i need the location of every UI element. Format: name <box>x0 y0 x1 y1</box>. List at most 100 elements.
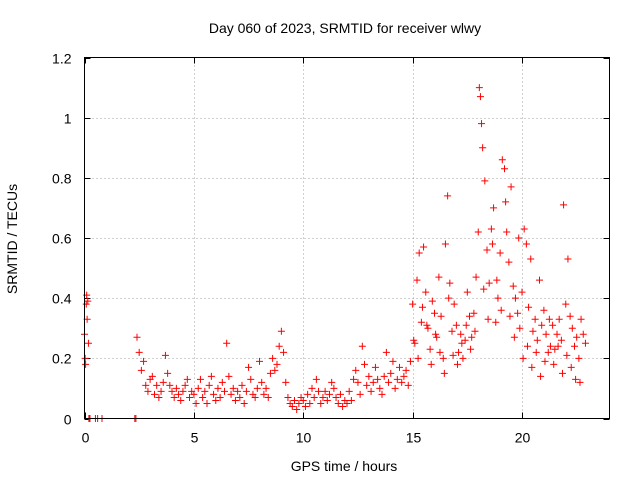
data-point <box>367 387 375 395</box>
data-points <box>81 84 589 422</box>
data-point <box>462 321 470 329</box>
data-point <box>253 384 261 392</box>
data-point <box>566 312 574 320</box>
y-tick-label: 0.6 <box>52 231 72 247</box>
data-point <box>144 387 152 395</box>
data-point <box>558 369 566 377</box>
data-point <box>242 387 250 395</box>
data-point <box>404 381 412 389</box>
data-point <box>461 336 469 344</box>
data-point <box>251 393 259 401</box>
data-point <box>537 372 545 380</box>
x-tick-label: 5 <box>191 430 199 446</box>
data-point <box>476 93 484 101</box>
data-point <box>212 396 220 404</box>
data-point <box>301 402 309 410</box>
data-point <box>258 378 266 386</box>
data-point <box>214 384 222 392</box>
data-point <box>540 306 548 314</box>
data-point <box>196 375 204 383</box>
data-point <box>207 372 215 380</box>
data-point <box>293 405 301 413</box>
data-point <box>525 303 533 311</box>
data-point <box>538 321 546 329</box>
data-point <box>203 399 211 407</box>
data-point <box>352 366 360 374</box>
data-point <box>433 333 441 341</box>
data-point <box>463 288 471 296</box>
plot-frame <box>84 57 610 419</box>
data-point <box>240 399 248 407</box>
x-tick-label: 20 <box>515 430 531 446</box>
data-point <box>387 369 395 377</box>
data-point <box>424 324 432 332</box>
data-point <box>181 381 189 389</box>
data-point <box>216 393 224 401</box>
data-point <box>542 330 550 338</box>
data-point <box>236 393 244 401</box>
data-point <box>481 177 489 185</box>
data-point <box>164 369 172 377</box>
data-point <box>564 255 572 263</box>
data-point <box>260 390 268 398</box>
data-point <box>557 336 565 344</box>
data-point <box>480 285 488 293</box>
data-point <box>378 390 386 398</box>
data-point <box>231 396 239 404</box>
data-point <box>269 354 277 362</box>
y-tick-label: 0.8 <box>52 171 72 187</box>
data-point <box>312 375 320 383</box>
data-point <box>82 360 90 368</box>
data-point <box>440 369 448 377</box>
data-point <box>474 228 482 236</box>
data-point <box>157 387 165 395</box>
data-point <box>514 309 522 317</box>
data-point <box>406 357 414 365</box>
data-point <box>166 381 174 389</box>
data-point <box>194 384 202 392</box>
data-point <box>492 318 500 326</box>
data-point <box>308 384 316 392</box>
data-point <box>471 327 479 335</box>
data-point <box>485 279 493 287</box>
data-point <box>371 363 379 371</box>
data-point <box>262 384 270 392</box>
data-point <box>183 375 191 383</box>
data-point <box>445 294 453 302</box>
data-point <box>541 357 549 365</box>
data-point <box>332 393 340 401</box>
data-point <box>201 387 209 395</box>
y-tick-label: 1.2 <box>52 51 72 67</box>
data-point <box>515 234 523 242</box>
data-point <box>449 351 457 359</box>
data-point <box>428 297 436 305</box>
data-point <box>435 273 443 281</box>
data-point <box>420 243 428 251</box>
data-point <box>573 333 581 341</box>
data-point <box>437 312 445 320</box>
data-point <box>247 375 255 383</box>
data-point <box>522 240 530 248</box>
data-point <box>317 399 325 407</box>
data-point <box>402 366 410 374</box>
data-point <box>380 372 388 380</box>
data-point <box>319 393 327 401</box>
y-tick-label: 0 <box>64 412 72 428</box>
data-point <box>418 303 426 311</box>
data-point <box>432 330 440 338</box>
data-point <box>528 363 536 371</box>
data-point <box>459 354 467 362</box>
data-point <box>484 315 492 323</box>
data-point <box>326 390 333 398</box>
data-point <box>354 378 362 386</box>
data-point <box>227 390 235 398</box>
data-point <box>275 342 283 350</box>
data-point <box>562 300 570 308</box>
data-point <box>467 345 475 353</box>
data-point <box>334 399 342 407</box>
data-point <box>450 300 458 308</box>
data-point <box>84 339 92 347</box>
data-point <box>142 381 150 389</box>
tick-labels: 0 0.2 0.4 0.6 0.8 1 1.2 0 5 10 15 20 <box>52 51 530 446</box>
data-point <box>453 360 461 368</box>
